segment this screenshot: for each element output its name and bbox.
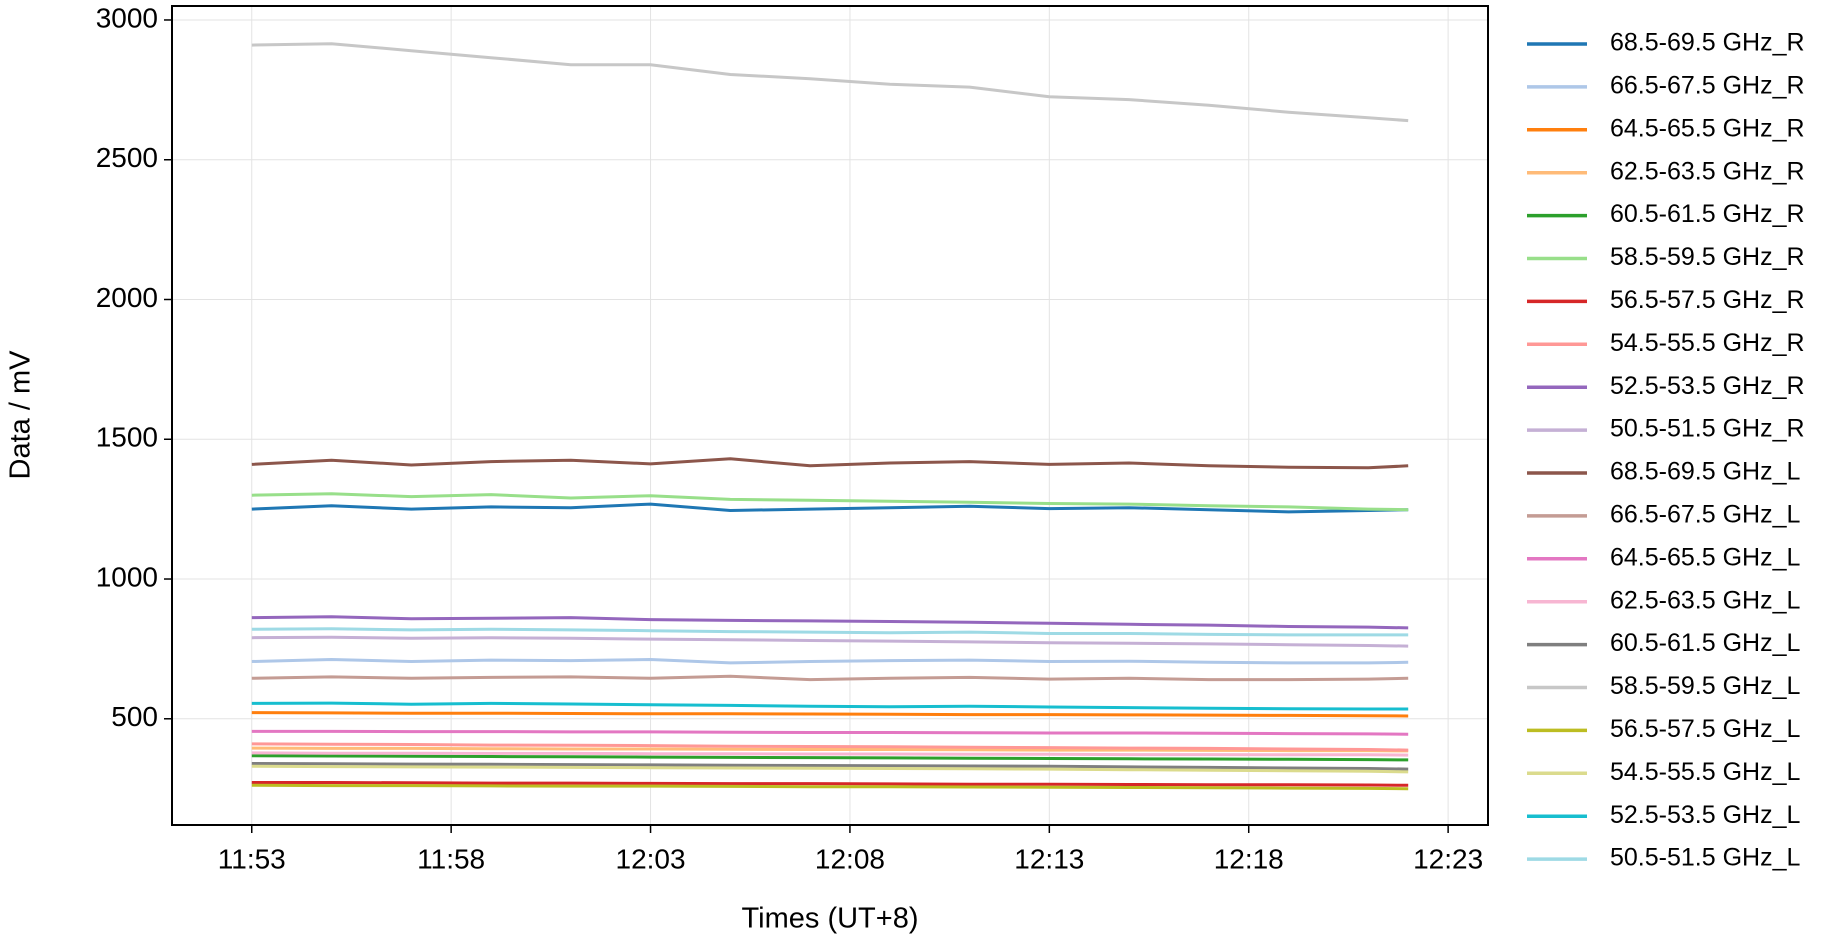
x-axis-label: Times (UT+8) bbox=[742, 903, 919, 935]
legend-label: 66.5-67.5 GHz_L bbox=[1610, 501, 1800, 529]
y-tick-label: 2500 bbox=[96, 142, 158, 173]
series-line bbox=[251, 674, 1409, 682]
series-line bbox=[251, 746, 1409, 753]
series-line bbox=[251, 627, 1409, 637]
series-line bbox=[251, 615, 1409, 630]
x-tick-label: 12:23 bbox=[1413, 843, 1483, 874]
legend-label: 58.5-59.5 GHz_L bbox=[1610, 672, 1800, 700]
legend-label: 50.5-51.5 GHz_L bbox=[1610, 844, 1800, 872]
y-tick-label: 3000 bbox=[96, 2, 158, 33]
y-tick-label: 2000 bbox=[96, 282, 158, 313]
series-line bbox=[251, 783, 1409, 791]
x-tick-label: 12:03 bbox=[616, 843, 686, 874]
legend-label: 52.5-53.5 GHz_L bbox=[1610, 801, 1800, 829]
legend-label: 62.5-63.5 GHz_L bbox=[1610, 586, 1800, 614]
legend-label: 60.5-61.5 GHz_R bbox=[1610, 200, 1805, 228]
legend-label: 62.5-63.5 GHz_R bbox=[1610, 157, 1805, 185]
legend-label: 54.5-55.5 GHz_L bbox=[1610, 758, 1800, 786]
series-line bbox=[251, 781, 1409, 787]
axes-frame bbox=[171, 5, 1489, 826]
x-tick-label: 12:18 bbox=[1214, 843, 1284, 874]
series-line bbox=[251, 502, 1409, 514]
ticks: 500 1000 1500 2000 2500 3000 11:53 11:58 12:03 12… bbox=[96, 2, 1483, 874]
series-line bbox=[251, 635, 1409, 648]
legend-label: 66.5-67.5 GHz_R bbox=[1610, 72, 1805, 100]
grid bbox=[172, 6, 1488, 825]
series-line bbox=[251, 762, 1409, 771]
legend-label: 60.5-61.5 GHz_L bbox=[1610, 629, 1800, 657]
legend-label: 54.5-55.5 GHz_R bbox=[1610, 329, 1805, 357]
series-line bbox=[251, 742, 1409, 752]
plot-area bbox=[251, 42, 1409, 791]
x-tick-label: 11:58 bbox=[417, 843, 485, 874]
legend-label: 68.5-69.5 GHz_L bbox=[1610, 458, 1800, 486]
x-tick-label: 12:13 bbox=[1014, 843, 1084, 874]
y-tick-label: 1000 bbox=[96, 561, 158, 592]
y-tick-label: 1500 bbox=[96, 422, 158, 453]
legend-label: 58.5-59.5 GHz_R bbox=[1610, 243, 1805, 271]
x-tick-label: 12:08 bbox=[815, 843, 885, 874]
legend-label: 56.5-57.5 GHz_L bbox=[1610, 715, 1800, 743]
series-line bbox=[251, 711, 1409, 718]
series-line bbox=[251, 492, 1409, 512]
x-tick-label: 11:53 bbox=[218, 843, 286, 874]
legend-label: 56.5-57.5 GHz_R bbox=[1610, 286, 1805, 314]
y-tick-label: 500 bbox=[111, 701, 158, 732]
series-line bbox=[251, 457, 1409, 470]
series-line bbox=[251, 751, 1409, 757]
series-line bbox=[251, 701, 1409, 711]
legend-label: 50.5-51.5 GHz_R bbox=[1610, 415, 1805, 443]
legend-label: 64.5-65.5 GHz_L bbox=[1610, 543, 1800, 571]
legend-label: 52.5-53.5 GHz_R bbox=[1610, 372, 1805, 400]
legend-label: 64.5-65.5 GHz_R bbox=[1610, 114, 1805, 142]
legend: 68.5-69.5 GHz_R 66.5-67.5 GHz_R 64.5-65.5 … bbox=[1527, 29, 1805, 872]
legend-label: 68.5-69.5 GHz_R bbox=[1610, 29, 1805, 57]
series-line bbox=[251, 764, 1409, 774]
y-axis-label: Data / mV bbox=[5, 350, 37, 480]
series-line bbox=[251, 729, 1409, 736]
series-line bbox=[251, 754, 1409, 762]
series-line bbox=[251, 42, 1409, 123]
series-line bbox=[251, 658, 1409, 665]
